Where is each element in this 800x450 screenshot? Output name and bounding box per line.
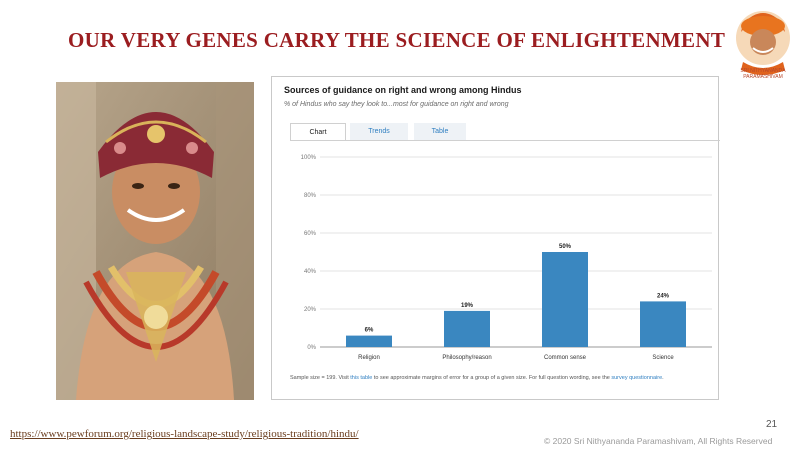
- y-tick-label: 60%: [304, 231, 317, 237]
- footnote-middle: to see approximate margins of error for …: [372, 375, 612, 381]
- logo-caption: SRI NITHYANANDA PARAMASHIVAM: [740, 68, 786, 80]
- footnote-prefix: Sample size = 199. Visit: [290, 375, 351, 381]
- bar: [346, 335, 392, 347]
- slide-title: OUR VERY GENES CARRY THE SCIENCE OF ENLI…: [68, 28, 726, 52]
- y-tick-label: 100%: [301, 155, 317, 161]
- footnote-table-link[interactable]: this table: [350, 375, 373, 381]
- chart-title: Sources of guidance on right and wrong a…: [284, 85, 522, 95]
- chart-footnote: Sample size = 199. Visit this table to s…: [290, 375, 664, 381]
- x-tick-label: Religion: [358, 355, 380, 361]
- x-tick-label: Common sense: [544, 355, 587, 361]
- tab-divider: [290, 140, 720, 141]
- y-tick-label: 20%: [304, 307, 317, 313]
- x-tick-label: Philosophy/reason: [442, 355, 491, 361]
- bar-value-label: 50%: [559, 244, 572, 250]
- bar: [542, 252, 588, 347]
- chart-subtitle: % of Hindus who say they look to...most …: [284, 101, 509, 108]
- guru-logo: [736, 11, 790, 75]
- bar-value-label: 6%: [365, 328, 374, 334]
- x-tick-label: Science: [652, 355, 674, 361]
- guru-portrait: [56, 82, 254, 400]
- y-tick-label: 40%: [304, 269, 317, 275]
- bar-value-label: 24%: [657, 293, 670, 299]
- bar: [444, 310, 490, 347]
- y-tick-label: 0%: [307, 345, 316, 351]
- tab-chart[interactable]: Chart: [290, 123, 346, 141]
- footnote-suffix: .: [662, 375, 664, 381]
- source-link[interactable]: https://www.pewforum.org/religious-lands…: [10, 428, 359, 440]
- bar-chart: 0% 20% 40% 60% 80% 100% 6% Religion 19% Philosoph…: [301, 155, 712, 361]
- copyright-notice: © 2020 Sri Nithyananda Paramashivam, All…: [544, 436, 773, 446]
- tab-table[interactable]: Table: [414, 123, 466, 140]
- page-number: 21: [766, 419, 778, 430]
- footnote-questionnaire-link[interactable]: survey questionnaire: [611, 375, 663, 381]
- bar: [640, 301, 686, 347]
- chart-panel: Sources of guidance on right and wrong a…: [271, 76, 720, 400]
- bar-value-label: 19%: [461, 303, 474, 309]
- tab-trends[interactable]: Trends: [350, 123, 408, 140]
- y-tick-label: 80%: [304, 193, 317, 199]
